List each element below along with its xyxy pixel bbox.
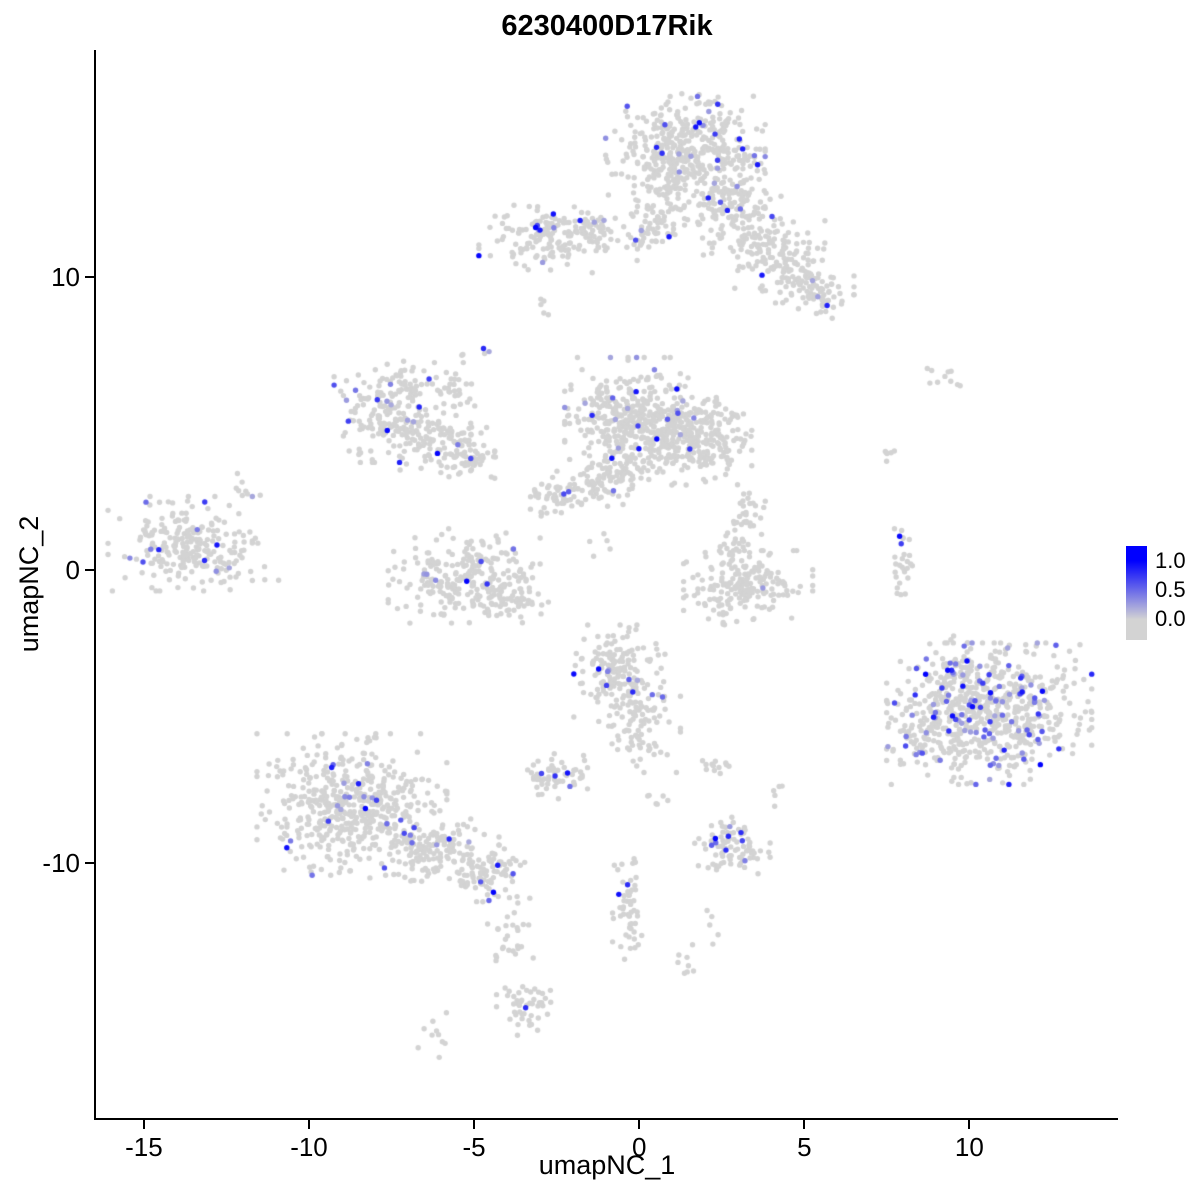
umap-scatter-canvas (96, 50, 1118, 1118)
x-axis-label: umapNC_1 (538, 1150, 676, 1180)
y-tick-label: 10 (51, 262, 80, 293)
colorbar-label-mid: 0.5 (1155, 577, 1186, 603)
y-tick-label: 0 (65, 555, 80, 586)
y-tick-mark (85, 569, 94, 572)
y-tick-mark (85, 862, 94, 865)
x-tick-label: 10 (954, 1132, 984, 1162)
x-tick-label: -5 (462, 1132, 486, 1162)
x-tick-mark (307, 1120, 310, 1129)
y-axis-label: umapNC_2 (14, 515, 44, 653)
colorbar-label-high: 1.0 (1155, 547, 1186, 573)
plot-title: 6230400D17Rik (501, 10, 713, 42)
x-tick-label: 0 (631, 1132, 647, 1162)
x-axis-line (94, 1118, 1118, 1120)
x-tick-label: -15 (125, 1132, 163, 1162)
colorbar-legend: 1.0 0.5 0.0 (1126, 546, 1200, 642)
x-tick-mark (968, 1120, 971, 1129)
y-tick-mark (85, 276, 94, 279)
y-tick-label: -10 (42, 848, 80, 879)
x-tick-label: -10 (290, 1132, 328, 1162)
colorbar-gradient (1126, 546, 1147, 640)
x-tick-mark (638, 1120, 641, 1129)
x-tick-mark (803, 1120, 806, 1129)
y-axis-line (94, 50, 96, 1120)
x-tick-mark (473, 1120, 476, 1129)
x-tick-mark (142, 1120, 145, 1129)
x-tick-label: 5 (797, 1132, 812, 1162)
colorbar-label-low: 0.0 (1155, 606, 1186, 632)
